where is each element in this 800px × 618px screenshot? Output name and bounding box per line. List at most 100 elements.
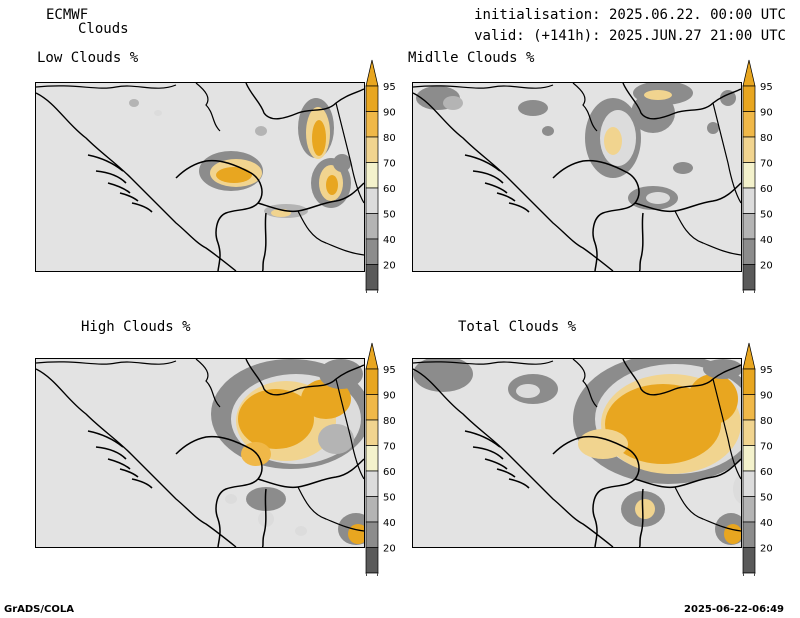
colorbar-label: 90 [760, 391, 773, 402]
colorbar-top-arrow [742, 59, 756, 87]
border-south [261, 212, 267, 271]
island [95, 170, 127, 184]
colorbar-segment [742, 394, 756, 421]
border-eastern [712, 378, 741, 480]
coastline [413, 368, 614, 547]
cloud-patch [518, 100, 548, 116]
cloud-patch [646, 192, 670, 204]
colorbar-label: 90 [383, 108, 396, 119]
colorbar-segment [365, 111, 379, 138]
cloud-patch [225, 494, 237, 504]
border-south [261, 488, 267, 547]
colorbar-label: 95 [760, 82, 773, 93]
island [496, 468, 516, 478]
island [131, 478, 153, 489]
colorbar-segment [365, 496, 379, 523]
border-northeast [622, 83, 741, 120]
colorbar-segment [742, 264, 756, 291]
geography-lines [36, 359, 364, 547]
cloud-patch [129, 99, 139, 107]
cloud-patch [238, 389, 314, 449]
colorbar-segment [365, 162, 379, 189]
colorbar-label: 40 [383, 235, 396, 246]
colorbar-label: 70 [383, 442, 396, 453]
colorbar-top-arrow [742, 342, 756, 370]
island [119, 192, 139, 202]
colorbar-label: 80 [383, 416, 396, 427]
cloud-patch [733, 474, 741, 504]
colorbar-bottom-arrow [742, 572, 756, 576]
border-southeast [674, 210, 741, 256]
colorbar-segment [742, 85, 756, 112]
island [87, 154, 124, 172]
colorbar-label: 60 [383, 467, 396, 478]
map-panel-high [35, 358, 365, 548]
colorbar-segment [742, 521, 756, 548]
colorbar-segment [365, 547, 379, 574]
colorbar-label: 60 [760, 467, 773, 478]
border-southeast [297, 210, 364, 256]
border-east [634, 458, 741, 489]
map-panel-total [412, 358, 742, 548]
colorbar-label: 95 [760, 365, 773, 376]
colorbar-segment [742, 419, 756, 446]
colorbar-label: 95 [383, 365, 396, 376]
cloud-patch [578, 429, 628, 459]
cloud-cover-field [416, 83, 736, 210]
island [464, 154, 501, 172]
colorbar-bottom-arrow [365, 289, 379, 293]
colorbar-label: 20 [383, 544, 396, 555]
colorbar-segment [742, 547, 756, 574]
colorbar-segment [742, 470, 756, 497]
island [484, 458, 508, 470]
panel-title-low: Low Clouds % [37, 50, 139, 66]
border-east [257, 458, 364, 489]
colorbar-label: 50 [760, 210, 773, 221]
colorbar-label: 60 [383, 184, 396, 195]
colorbar-label: 40 [760, 518, 773, 529]
island [107, 458, 131, 470]
border-southeast [297, 486, 364, 532]
border-northeast [245, 359, 364, 396]
island [131, 202, 153, 213]
border-northeast [245, 83, 364, 120]
island [472, 170, 504, 184]
colorbar-segment [742, 111, 756, 138]
footer-software: GrADS/COLA [4, 604, 74, 615]
colorbar-segment [742, 445, 756, 472]
cloud-patch [216, 167, 252, 183]
island [87, 430, 124, 448]
cloud-patch [703, 359, 741, 379]
panel-title-middle: Midlle Clouds % [408, 50, 535, 66]
border-eastern [335, 378, 364, 480]
model-name: ECMWF [46, 7, 89, 23]
colorbar-top-right: 95 90 80 70 60 50 40 20 [742, 59, 773, 293]
cloud-patch [673, 162, 693, 174]
cloud-cover-field [211, 359, 364, 545]
colorbar-label: 20 [760, 261, 773, 272]
geography-lines [413, 83, 741, 271]
cloud-patch [413, 359, 473, 392]
panel-title-high: High Clouds % [81, 319, 191, 335]
colorbar-bottom-left: 95 90 80 70 60 50 40 20 [365, 342, 396, 576]
border-east [257, 182, 364, 213]
island [472, 446, 504, 460]
border-eastern [335, 102, 364, 204]
cloud-patch [154, 110, 162, 116]
colorbar-segment [365, 368, 379, 395]
colorbar-segment [365, 238, 379, 265]
colorbar-segment [742, 368, 756, 395]
cloud-cover-field [413, 359, 741, 545]
cloud-patch [319, 359, 363, 389]
cloud-patch [604, 127, 622, 155]
colorbar-label: 70 [383, 159, 396, 170]
island [119, 468, 139, 478]
colorbar-label: 80 [760, 416, 773, 427]
border-northeast [622, 359, 741, 396]
cloud-patch [707, 122, 719, 134]
map-panel-middle [412, 82, 742, 272]
colorbar-segment [742, 496, 756, 523]
colorbar-segment [365, 187, 379, 214]
colorbar-bottom-arrow [742, 289, 756, 293]
cloud-patch [688, 374, 738, 424]
